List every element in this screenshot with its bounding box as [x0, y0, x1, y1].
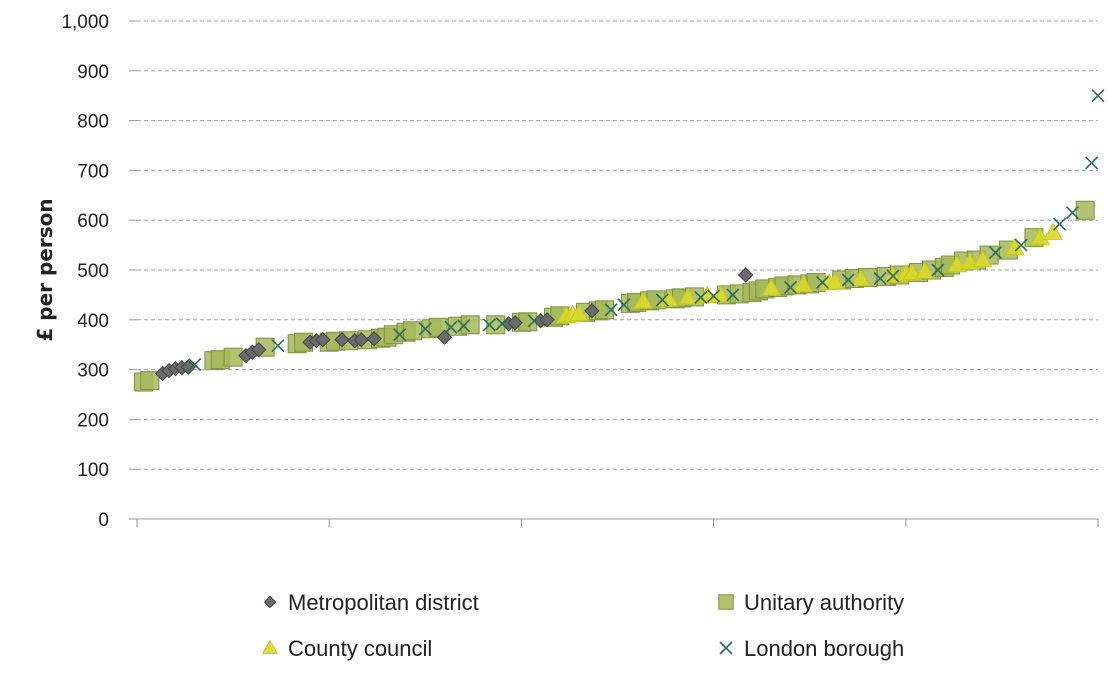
point-2-8: [761, 278, 782, 296]
legend-label-1: Unitary authority: [744, 590, 904, 615]
point-3-14: [726, 288, 740, 302]
point-3-16: [815, 275, 830, 290]
point-3-19: [886, 269, 900, 283]
point-3-11: [655, 293, 669, 307]
point-0-7: [251, 341, 267, 358]
point-2-15: [902, 262, 923, 281]
point-3-12: [694, 290, 708, 304]
point-3-20: [931, 263, 945, 277]
point-2-19: [972, 250, 993, 268]
point-1-1: [140, 371, 160, 391]
point-3-13: [707, 289, 721, 303]
point-3-5: [457, 319, 471, 333]
point-2-16: [915, 261, 935, 279]
point-0-14: [366, 331, 382, 347]
point-3-25: [1085, 156, 1099, 170]
point-0-10: [315, 332, 331, 348]
y-tick-label-6: 600: [77, 211, 109, 232]
point-2-11: [825, 271, 846, 290]
point-3-23: [1052, 217, 1067, 231]
point-1-4: [223, 347, 243, 367]
point-3-0: [188, 358, 202, 372]
legend-item-2: County council: [261, 636, 432, 661]
legend-marker-2: [261, 639, 279, 654]
point-0-21: [737, 267, 754, 283]
point-3-17: [841, 273, 855, 287]
point-0-17: [507, 315, 523, 331]
legend-marker-1: [718, 594, 734, 610]
point-3-15: [783, 280, 798, 294]
y-tick-label-5: 500: [77, 261, 109, 282]
axes: 0 100 200 300 400 500 600 700 800 900 1,000: [61, 12, 1099, 531]
point-3-10: [617, 298, 631, 312]
y-tick-label-9: 900: [77, 62, 109, 83]
point-3-24: [1065, 206, 1079, 220]
point-2-3: [633, 291, 653, 309]
point-3-26: [1091, 89, 1105, 103]
point-3-4: [444, 320, 458, 334]
legend-item-3: London borough: [719, 636, 904, 661]
point-0-11: [334, 332, 350, 348]
data-points: [133, 89, 1105, 392]
y-tick-label-8: 800: [77, 112, 109, 133]
point-2-9: [793, 274, 814, 293]
y-tick-label-7: 700: [77, 161, 109, 182]
legend-label-3: London borough: [744, 636, 904, 661]
point-3-22: [1014, 238, 1028, 252]
legend-label-2: County council: [288, 636, 432, 661]
point-3-21: [988, 246, 1003, 260]
grid: [137, 20, 1098, 470]
point-3-6: [482, 318, 496, 332]
point-2-2: [569, 303, 589, 322]
y-tick-label-3: 300: [77, 361, 109, 382]
point-3-8: [527, 314, 541, 328]
point-2-5: [678, 287, 698, 305]
point-0-4: [180, 359, 196, 375]
point-2-21: [1030, 227, 1051, 245]
point-3-3: [418, 322, 432, 336]
y-tick-label-4: 400: [77, 311, 109, 332]
point-3-7: [495, 317, 509, 331]
point-1-16: [402, 321, 422, 341]
point-3-9: [604, 303, 618, 317]
legend-label-0: Metropolitan district: [288, 590, 479, 615]
legend-marker-0: [263, 595, 277, 609]
point-3-18: [873, 271, 887, 286]
y-axis-label: £ per person: [33, 198, 57, 341]
y-tick-label-10: 1,000: [61, 12, 109, 33]
y-tick-label-0: 0: [98, 510, 109, 531]
point-1-60: [1075, 200, 1095, 220]
point-2-12: [851, 268, 871, 287]
point-3-2: [393, 328, 407, 342]
legend-item-0: Metropolitan district: [263, 590, 479, 615]
point-3-1: [271, 339, 285, 353]
y-tick-label-1: 100: [77, 460, 109, 481]
point-0-20: [584, 303, 600, 319]
point-0-19: [539, 312, 555, 328]
legend-marker-3: [719, 641, 733, 655]
y-tick-label-2: 200: [77, 410, 109, 431]
legend: Metropolitan district Unitary authority Co…: [261, 590, 904, 661]
point-0-13: [353, 332, 369, 348]
point-2-22: [1043, 222, 1064, 240]
point-0-15: [436, 329, 453, 345]
point-1-20: [460, 315, 480, 335]
legend-item-1: Unitary authority: [718, 590, 904, 615]
